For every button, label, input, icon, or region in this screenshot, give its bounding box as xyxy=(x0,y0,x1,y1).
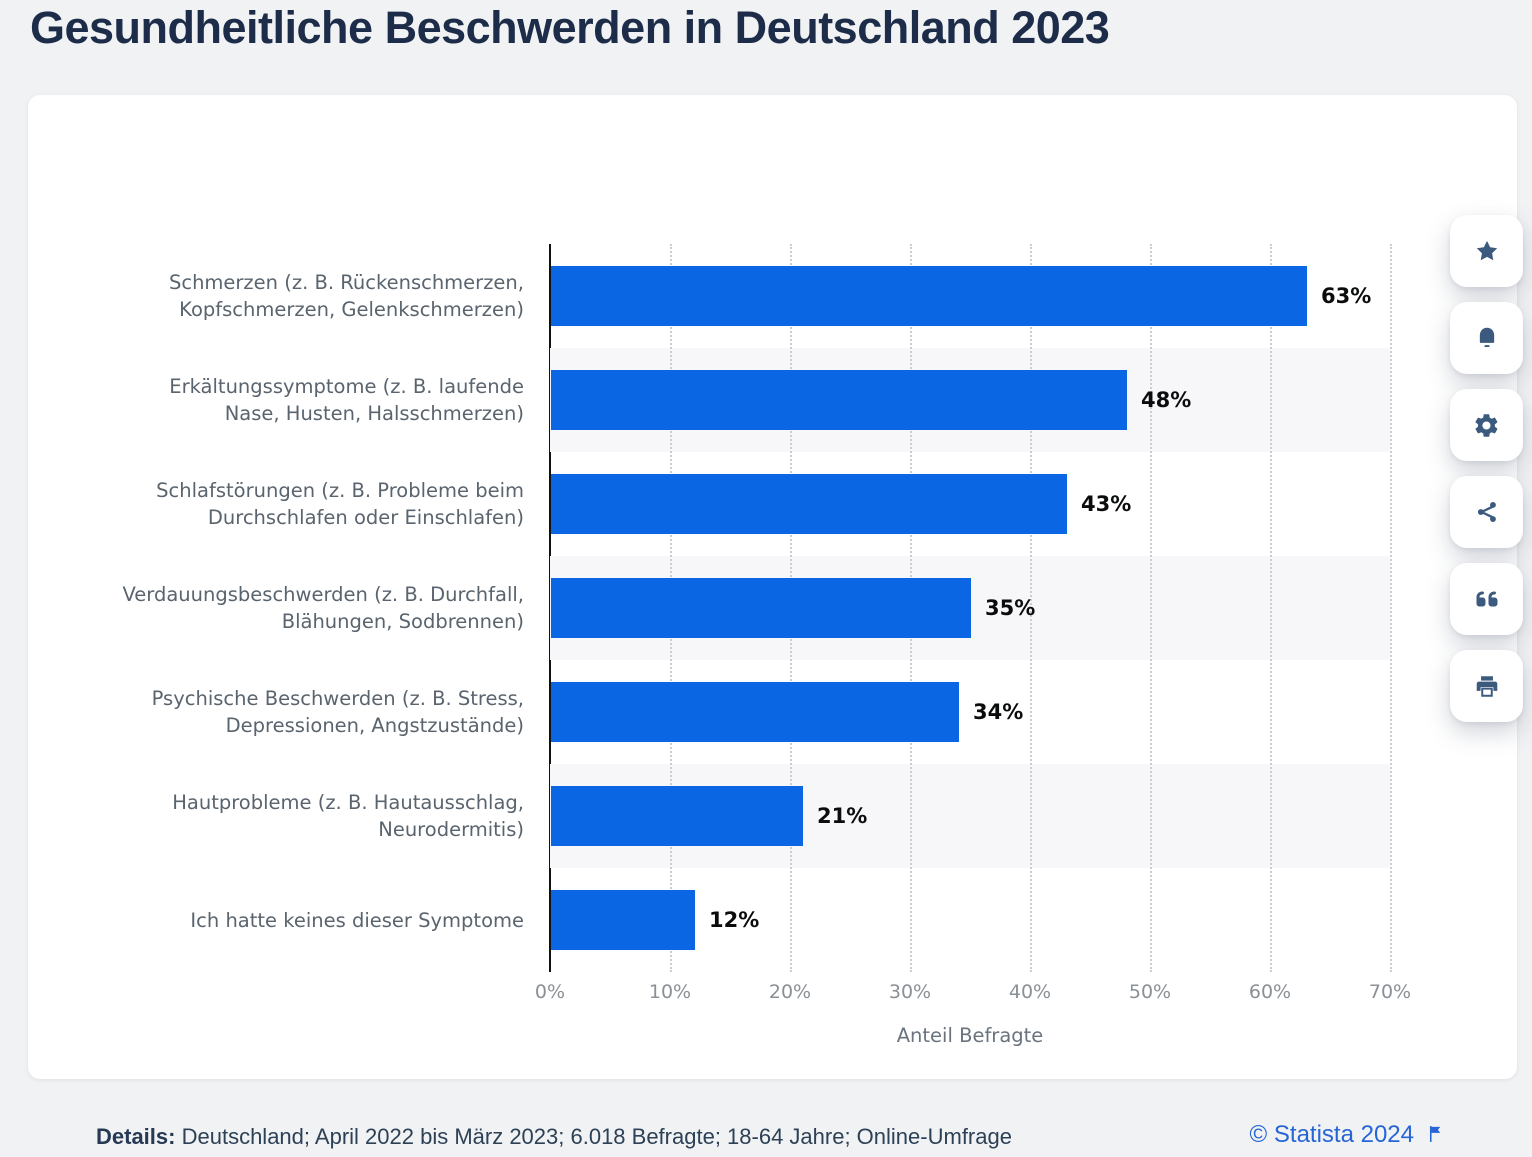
bell-icon xyxy=(1474,325,1500,351)
star-icon xyxy=(1474,238,1500,264)
bar-7[interactable] xyxy=(551,890,695,950)
plot-area: 63% 48% 43% 35% 34% 21% 12% xyxy=(549,244,1392,972)
value-label: 63% xyxy=(1321,284,1372,308)
x-tick-label: 20% xyxy=(768,981,812,1003)
value-label: 48% xyxy=(1141,388,1192,412)
bar-1[interactable] xyxy=(551,266,1307,326)
settings-button[interactable] xyxy=(1450,389,1523,461)
copyright-area: © Statista 2024 xyxy=(1250,1113,1445,1157)
bar-5[interactable] xyxy=(551,682,959,742)
category-label: Hautprobleme (z. B. Hautausschlag, Neuro… xyxy=(172,791,524,841)
value-label: 21% xyxy=(817,804,868,828)
category-label: Schlafstörungen (z. B. Probleme beim Dur… xyxy=(156,479,524,529)
print-button[interactable] xyxy=(1450,650,1523,722)
category-labels: Schmerzen (z. B. Rückenschmerzen, Kopfsc… xyxy=(84,244,524,972)
bar-4[interactable] xyxy=(551,578,971,638)
x-tick-label: 70% xyxy=(1368,981,1412,1003)
gridline xyxy=(1390,244,1392,972)
flag-icon xyxy=(1426,1123,1445,1148)
bar-3[interactable] xyxy=(551,474,1067,534)
chart-card: Schmerzen (z. B. Rückenschmerzen, Kopfsc… xyxy=(28,95,1523,1149)
printer-icon xyxy=(1474,673,1500,699)
x-tick-label: 0% xyxy=(534,981,566,1003)
statista-chart-page: Gesundheitliche Beschwerden in Deutschla… xyxy=(28,2,1523,1149)
category-label: Erkältungssymptome (z. B. laufende Nase,… xyxy=(169,375,524,425)
statista-copyright-link[interactable]: © Statista 2024 xyxy=(1249,1121,1414,1148)
details-label: Details: xyxy=(96,1124,176,1149)
category-label: Ich hatte keines dieser Symptome xyxy=(190,908,524,932)
x-tick-label: 40% xyxy=(1008,981,1052,1003)
gear-icon xyxy=(1473,412,1500,439)
gridline xyxy=(1150,244,1152,972)
value-label: 12% xyxy=(709,908,760,932)
details-line: Details: Deutschland; April 2022 bis Mär… xyxy=(96,1124,1012,1150)
gridline xyxy=(1030,244,1032,972)
x-tick-label: 60% xyxy=(1248,981,1292,1003)
chart-toolbar xyxy=(1450,215,1523,737)
category-label: Verdauungsbeschwerden (z. B. Durchfall, … xyxy=(122,583,524,633)
x-axis-ticks: 0% 10% 20% 30% 40% 50% 60% 70% xyxy=(535,981,1411,1007)
share-button[interactable] xyxy=(1450,476,1523,548)
share-icon xyxy=(1474,499,1500,525)
category-label: Psychische Beschwerden (z. B. Stress, De… xyxy=(151,687,524,737)
value-label: 34% xyxy=(973,700,1024,724)
bar-2[interactable] xyxy=(551,370,1127,430)
details-text: Deutschland; April 2022 bis März 2023; 6… xyxy=(175,1124,1012,1149)
value-label: 35% xyxy=(985,596,1036,620)
report-flag-button[interactable] xyxy=(1426,1123,1445,1148)
x-tick-label: 50% xyxy=(1128,981,1172,1003)
gridline xyxy=(1270,244,1272,972)
x-tick-label: 10% xyxy=(648,981,692,1003)
value-label: 43% xyxy=(1081,492,1132,516)
x-axis-title: Anteil Befragte xyxy=(896,1024,1044,1047)
category-label: Schmerzen (z. B. Rückenschmerzen, Kopfsc… xyxy=(168,271,524,321)
notifications-button[interactable] xyxy=(1450,302,1523,374)
page-title: Gesundheitliche Beschwerden in Deutschla… xyxy=(30,2,1110,53)
cite-button[interactable] xyxy=(1450,563,1523,635)
quote-icon xyxy=(1475,587,1499,611)
x-tick-label: 30% xyxy=(888,981,932,1003)
favorite-button[interactable] xyxy=(1450,215,1523,287)
bar-6[interactable] xyxy=(551,786,803,846)
